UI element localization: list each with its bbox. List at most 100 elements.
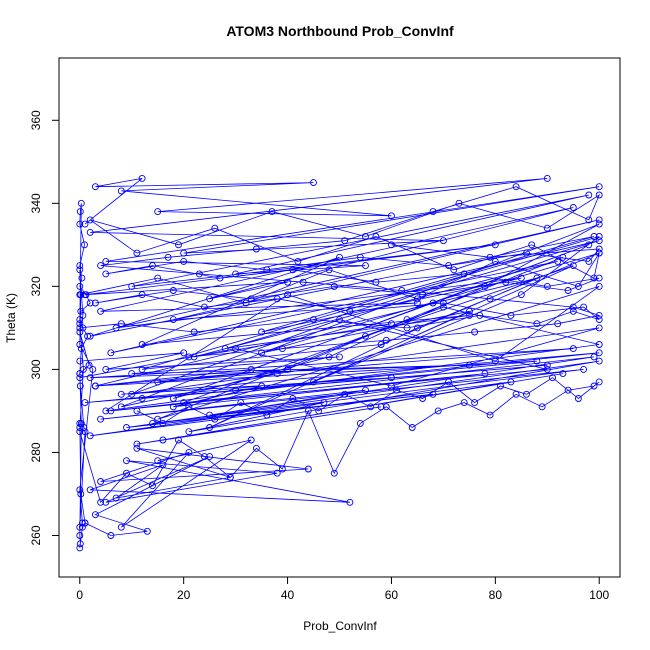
data-point [138, 174, 146, 182]
data-point [81, 291, 89, 299]
data-point [387, 212, 395, 220]
data-point [206, 453, 214, 461]
data-point [164, 253, 172, 261]
data-point [211, 415, 219, 423]
data-point [252, 245, 260, 253]
data-point [237, 399, 245, 407]
data-point [336, 316, 343, 324]
data-point [517, 291, 525, 299]
data-point [86, 216, 94, 224]
data-point [362, 233, 369, 240]
data-point [491, 241, 499, 249]
series-line [79, 203, 94, 548]
data-point [413, 299, 421, 307]
data-point [154, 208, 162, 216]
data-point [138, 341, 146, 348]
data-point [491, 257, 499, 265]
data-point [585, 257, 593, 265]
data-point [258, 382, 266, 390]
data-point [117, 320, 125, 328]
y-axis-label: Theta (K) [4, 293, 18, 343]
data-point [413, 295, 421, 303]
data-point [372, 233, 380, 240]
data-point [517, 274, 525, 282]
data-point [77, 419, 85, 427]
data-point [559, 370, 567, 378]
data-point [507, 378, 515, 386]
data-point [325, 266, 333, 274]
data-point [76, 357, 84, 365]
data-point [585, 216, 593, 224]
data-point [76, 428, 84, 436]
data-point [356, 253, 364, 261]
y-tick-label: 360 [29, 110, 43, 130]
data-point [86, 332, 94, 340]
data-point [408, 424, 416, 431]
data-point [362, 332, 369, 340]
data-point [528, 241, 536, 249]
data-point [91, 299, 99, 307]
series-layer [76, 174, 603, 552]
data-point [574, 395, 582, 402]
x-tick-label: 20 [177, 588, 191, 602]
data-point [481, 370, 489, 378]
data-point [481, 282, 489, 290]
data-point [81, 519, 89, 527]
data-point [273, 469, 281, 477]
data-point [206, 424, 214, 431]
data-point [595, 191, 603, 199]
data-point [304, 407, 312, 415]
data-point [185, 428, 193, 436]
data-point [429, 299, 437, 307]
x-tick-label: 80 [489, 588, 503, 602]
data-point [112, 324, 120, 332]
data-point [76, 370, 84, 378]
data-point [263, 411, 271, 419]
data-point [595, 183, 603, 191]
data-point [387, 382, 395, 390]
data-point [595, 378, 603, 386]
data-point [226, 473, 234, 481]
data-point [284, 291, 292, 299]
data-point [289, 266, 297, 274]
data-point [330, 282, 338, 290]
data-point [543, 361, 551, 369]
data-point [149, 262, 156, 270]
data-point [81, 220, 89, 228]
data-point [543, 174, 551, 182]
data-point [595, 282, 603, 290]
data-point [117, 523, 125, 531]
x-tick-label: 60 [385, 588, 399, 602]
data-point [76, 424, 84, 431]
data-point [102, 365, 110, 373]
data-point [211, 224, 219, 232]
x-axis-label: Prob_ConvInf [303, 619, 377, 633]
data-point [76, 341, 84, 348]
data-point [112, 494, 120, 502]
data-point [450, 266, 458, 274]
data-point [429, 390, 437, 398]
data-point [133, 407, 141, 415]
data-point [216, 274, 224, 282]
data-point [523, 390, 530, 398]
data-point [138, 395, 146, 402]
data-point [138, 291, 146, 299]
data-point [195, 270, 203, 278]
data-point [341, 237, 349, 245]
data-point [595, 216, 603, 224]
data-point [465, 307, 473, 315]
data-point [460, 399, 468, 407]
data-point [76, 328, 84, 336]
data-point [180, 399, 188, 407]
series-line [79, 377, 600, 504]
data-point [247, 295, 255, 303]
data-point [97, 307, 105, 315]
series-line [79, 348, 600, 445]
series-7 [76, 220, 603, 431]
data-point [107, 532, 115, 539]
y-tick-label: 260 [29, 525, 43, 545]
data-point [76, 540, 84, 548]
data-point [77, 307, 85, 315]
data-point [564, 386, 572, 394]
